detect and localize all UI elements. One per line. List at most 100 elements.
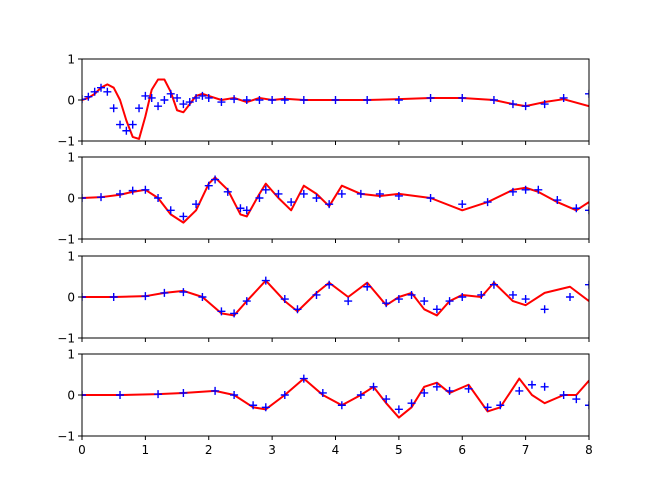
y-tick-label: −1 xyxy=(57,233,75,247)
plus-marker xyxy=(160,96,169,104)
plus-marker xyxy=(508,100,517,109)
plus-marker xyxy=(217,98,226,107)
plus-marker xyxy=(553,196,562,205)
plus-marker xyxy=(458,93,467,102)
plus-marker xyxy=(521,185,530,194)
plus-marker xyxy=(97,193,106,202)
plus-marker xyxy=(521,102,530,111)
plus-marker xyxy=(166,89,175,98)
subplot-3: −1 0 1 xyxy=(57,250,590,346)
plus-marker xyxy=(293,305,302,314)
plus-marker xyxy=(483,403,492,412)
y-tick-label: 0 xyxy=(67,94,75,108)
plus-marker xyxy=(217,307,226,316)
plus-marker xyxy=(489,96,498,104)
plus-marker xyxy=(382,395,391,404)
plus-marker xyxy=(508,290,517,299)
subplot-1: −1 0 1 xyxy=(57,53,590,149)
plus-marker xyxy=(344,297,353,306)
plus-marker xyxy=(242,297,251,306)
plus-marker xyxy=(274,189,283,198)
plus-marker xyxy=(527,380,536,389)
plus-marker xyxy=(82,95,86,104)
plus-marker xyxy=(363,282,372,291)
plus-marker xyxy=(458,293,467,301)
plus-marker xyxy=(534,185,543,194)
plus-marker xyxy=(337,189,346,198)
plus-marker xyxy=(287,198,296,207)
subplot-data xyxy=(82,276,589,318)
plus-marker xyxy=(128,186,137,195)
x-tick-label: 1 xyxy=(142,443,150,457)
plus-marker xyxy=(356,391,365,399)
x-tick-label: 6 xyxy=(458,443,466,457)
x-tick-label: 0 xyxy=(78,443,86,457)
plus-marker xyxy=(173,93,182,102)
plus-marker xyxy=(179,288,188,297)
plus-marker xyxy=(540,100,549,109)
plus-marker xyxy=(116,189,125,198)
plus-marker xyxy=(116,391,125,399)
plus-marker xyxy=(141,292,150,301)
plus-marker xyxy=(179,212,188,221)
plus-marker xyxy=(559,93,568,102)
x-tick-label: 3 xyxy=(268,443,276,457)
plus-marker xyxy=(211,175,220,184)
plus-marker xyxy=(204,93,213,102)
plus-marker xyxy=(464,384,473,393)
series-line-red xyxy=(82,176,589,224)
plus-marker xyxy=(477,290,486,299)
plus-marker xyxy=(369,382,378,391)
y-tick-label: 0 xyxy=(67,389,75,403)
plus-marker xyxy=(223,187,232,196)
subplot-data xyxy=(82,374,589,419)
plus-marker xyxy=(394,295,403,304)
plus-marker xyxy=(198,91,207,100)
plus-marker xyxy=(230,95,239,104)
plus-marker xyxy=(356,189,365,198)
y-tick-label: 1 xyxy=(67,151,75,165)
plus-marker xyxy=(521,295,530,304)
plus-marker xyxy=(198,293,207,301)
plus-marker xyxy=(192,93,201,102)
plus-marker xyxy=(192,200,201,209)
y-tick-label: −1 xyxy=(57,135,75,149)
plus-marker xyxy=(280,295,289,304)
y-tick-label: 1 xyxy=(67,53,75,67)
subplot-data xyxy=(82,78,589,140)
x-tick-label: 4 xyxy=(332,443,340,457)
plus-marker xyxy=(299,96,308,104)
plus-marker xyxy=(255,194,264,202)
x-tick-label: 5 xyxy=(395,443,403,457)
plus-marker xyxy=(407,399,416,408)
plus-marker xyxy=(141,91,150,100)
plus-marker xyxy=(236,204,245,213)
plus-marker xyxy=(508,187,517,196)
plus-marker xyxy=(426,93,435,102)
plus-marker xyxy=(280,391,289,399)
plus-marker xyxy=(230,309,239,318)
plus-marker xyxy=(565,293,574,301)
plus-marker xyxy=(97,83,106,92)
x-tick-label: 7 xyxy=(522,443,530,457)
plus-marker xyxy=(312,194,321,202)
plus-marker xyxy=(312,290,321,299)
plus-marker xyxy=(185,98,194,107)
plus-marker xyxy=(249,401,258,410)
plus-marker xyxy=(432,382,441,391)
plus-marker xyxy=(426,194,435,202)
plus-marker xyxy=(261,185,270,194)
plus-marker xyxy=(559,391,568,399)
plus-marker xyxy=(179,100,188,109)
plus-marker xyxy=(382,299,391,308)
plus-marker xyxy=(135,104,144,113)
plus-marker xyxy=(109,104,118,113)
plus-marker xyxy=(496,401,505,410)
series-line-red xyxy=(82,377,589,419)
plus-marker xyxy=(445,386,454,395)
plus-marker xyxy=(90,87,99,96)
plus-marker xyxy=(407,290,416,299)
series-line-red xyxy=(82,279,589,317)
plus-marker xyxy=(375,189,384,198)
